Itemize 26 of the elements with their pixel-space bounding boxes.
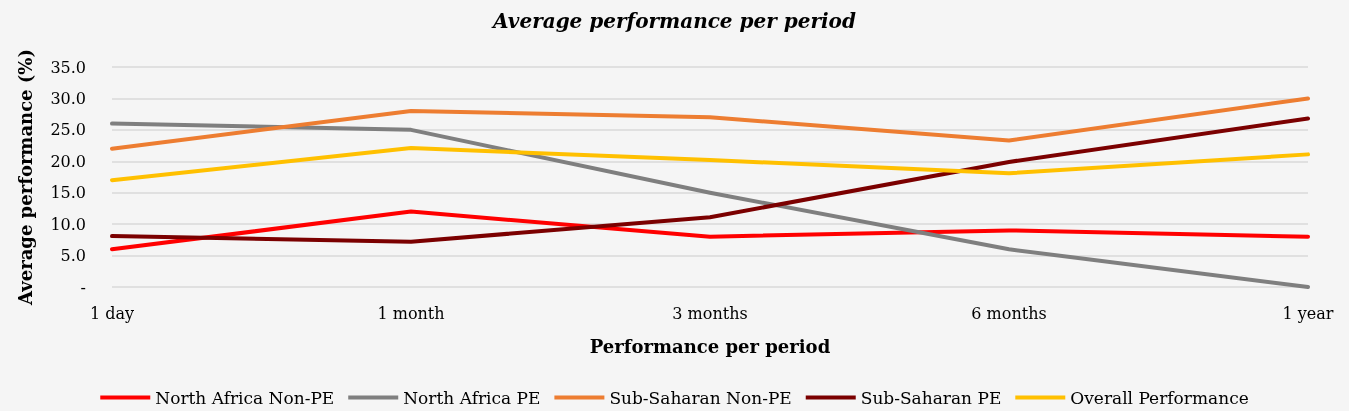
y-tick-label: 5.0 bbox=[60, 246, 86, 266]
x-tick-label: 1 year bbox=[1282, 303, 1334, 323]
line-series bbox=[110, 116, 1310, 244]
legend-label: Sub-Saharan PE bbox=[860, 387, 1002, 408]
x-tick-label: 6 months bbox=[971, 303, 1047, 323]
x-axis-title: Performance per period bbox=[589, 335, 831, 357]
legend-label: North Africa PE bbox=[403, 387, 541, 408]
y-tick-label: 10.0 bbox=[50, 214, 86, 234]
y-axis-title: Average performance (%) bbox=[14, 49, 36, 306]
y-tick-label: - bbox=[80, 277, 86, 297]
chart-title: Average performance per period bbox=[491, 9, 856, 33]
y-tick-label: 25.0 bbox=[50, 120, 86, 140]
legend-label: Overall Performance bbox=[1070, 387, 1249, 408]
line-series bbox=[110, 121, 1310, 289]
x-tick-label: 1 day bbox=[89, 303, 135, 323]
line-series bbox=[110, 209, 1310, 252]
y-tick-label: 35.0 bbox=[50, 57, 86, 77]
line-series bbox=[110, 146, 1310, 183]
legend-label: North Africa Non-PE bbox=[155, 387, 335, 408]
x-tick-label: 1 month bbox=[377, 303, 445, 323]
line-series bbox=[110, 96, 1310, 151]
y-tick-label: 20.0 bbox=[50, 151, 86, 171]
legend-label: Sub-Saharan Non-PE bbox=[609, 387, 792, 408]
x-tick-label: 3 months bbox=[672, 303, 748, 323]
y-tick-label: 30.0 bbox=[50, 88, 86, 108]
y-tick-label: 15.0 bbox=[50, 183, 86, 203]
